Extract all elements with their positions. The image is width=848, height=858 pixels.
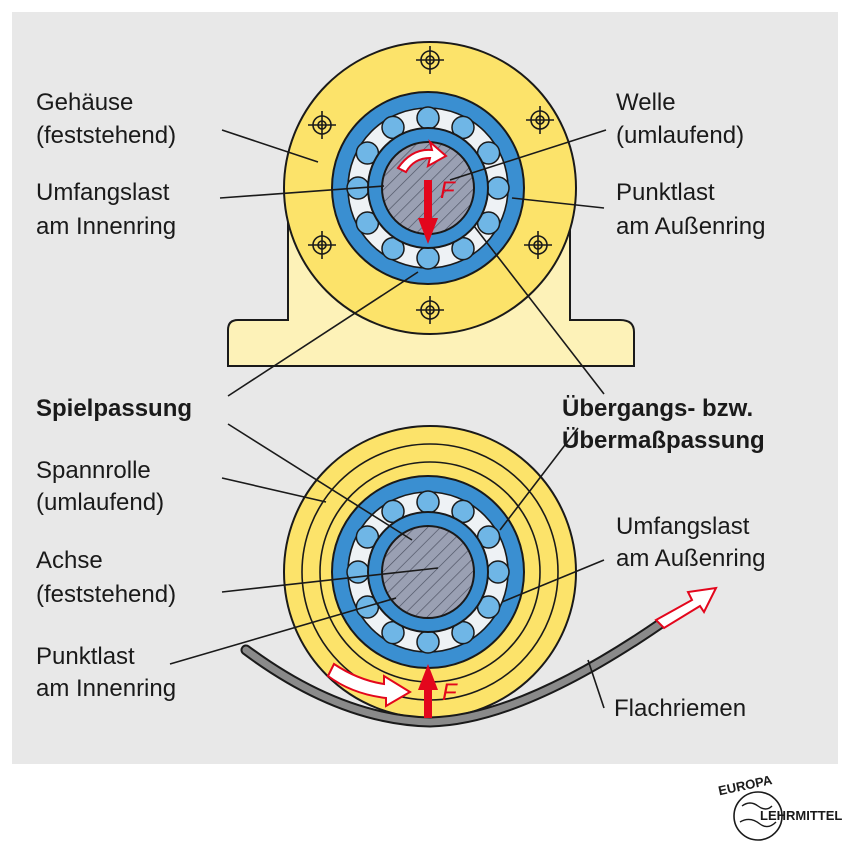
labels: Gehäuse (feststehend) Welle (umlaufend) … (36, 89, 765, 722)
logo-side-text: LEHRMITTEL (760, 808, 842, 823)
axle (381, 525, 475, 619)
label-punktlast-aussen: Punktlast (616, 179, 715, 206)
label-flachriemen: Flachriemen (614, 695, 746, 722)
label-gehaeuse: Gehäuse (36, 89, 133, 116)
label-punktlast-innen: Punktlast (36, 643, 135, 670)
label-umfangslast-innen-sub: am Innenring (36, 213, 176, 240)
force-arrow-top-icon (418, 180, 438, 244)
label-punktlast-innen-sub: am Innenring (36, 675, 176, 702)
belt-exit-arrow-icon (654, 586, 718, 630)
force-label-bottom: F (442, 679, 458, 706)
ball (486, 176, 510, 200)
ball (346, 560, 370, 584)
label-achse: Achse (36, 547, 103, 574)
label-uebergangspassung: Übergangs- bzw. (562, 395, 753, 422)
force-arrow-bottom-icon (418, 664, 438, 718)
ball (416, 490, 440, 514)
europa-lehrmittel-logo: EUROPA LEHRMITTEL (717, 772, 842, 841)
ball (416, 106, 440, 130)
label-umfangslast-aussen: Umfangslast (616, 513, 750, 540)
pulley-rolling-elements (346, 490, 510, 654)
force-label-top: F (440, 177, 456, 204)
housing-bolts (308, 46, 554, 324)
label-umfangslast-aussen-sub: am Außenring (616, 545, 765, 572)
label-gehaeuse-sub: (feststehend) (36, 122, 176, 149)
bottom-pulley-assembly: F (240, 425, 718, 728)
label-welle-sub: (umlaufend) (616, 122, 744, 149)
leader-lines (169, 129, 607, 709)
label-spannrolle-sub: (umlaufend) (36, 489, 164, 516)
rotation-arrow-icon (396, 139, 448, 174)
label-uebermasspassung: Übermaßpassung (562, 427, 765, 454)
label-umfangslast-innen: Umfangslast (36, 179, 170, 206)
label-punktlast-aussen-sub: am Außenring (616, 213, 765, 240)
label-spielpassung: Spielpassung (36, 395, 192, 422)
ball (416, 246, 440, 270)
belt-motion-arrow-icon (326, 662, 412, 708)
label-spannrolle: Spannrolle (36, 457, 151, 484)
ball (416, 630, 440, 654)
label-welle: Welle (616, 89, 676, 116)
ball (486, 560, 510, 584)
label-achse-sub: (feststehend) (36, 581, 176, 608)
